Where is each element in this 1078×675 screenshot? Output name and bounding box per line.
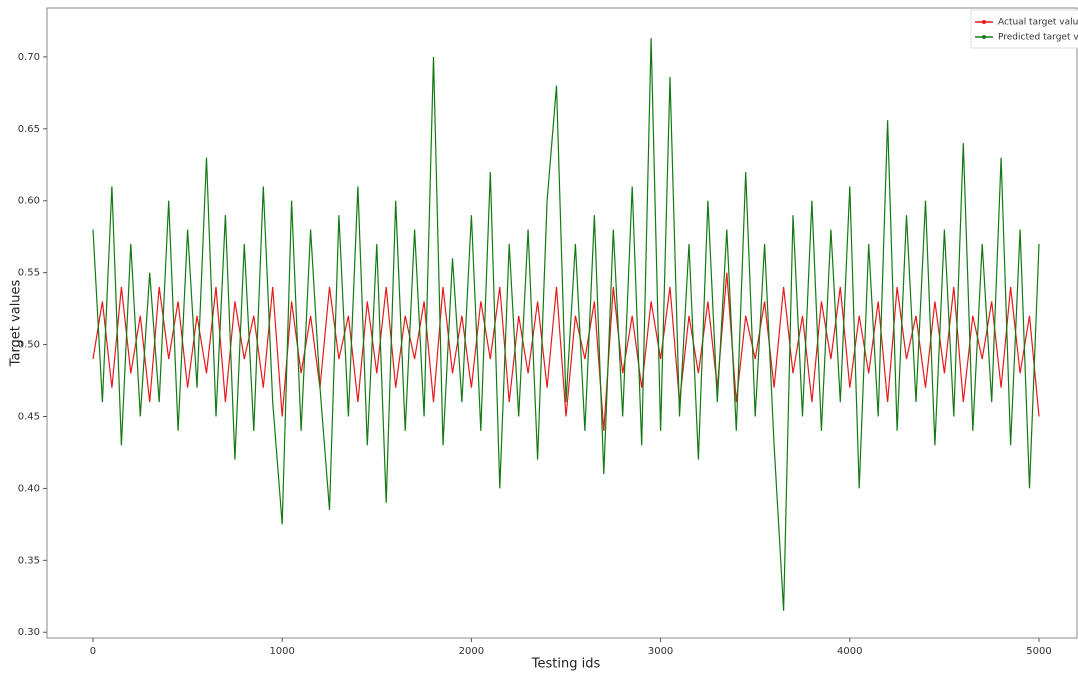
x-tick-label: 4000: [837, 646, 862, 657]
y-tick-label: 0.30: [18, 627, 40, 638]
y-tick-label: 0.50: [18, 340, 40, 351]
y-tick-label: 0.35: [18, 555, 40, 566]
x-tick-label: 0: [90, 646, 96, 657]
x-tick-label: 3000: [648, 646, 673, 657]
y-tick-label: 0.40: [18, 483, 40, 494]
x-tick-label: 2000: [459, 646, 484, 657]
y-tick-label: 0.70: [18, 52, 40, 63]
y-tick-label: 0.60: [18, 196, 40, 207]
legend-box: [970, 9, 1078, 49]
legend-marker: [982, 20, 986, 24]
legend-label: Actual target value: [998, 18, 1078, 28]
y-tick-label: 0.65: [18, 124, 40, 135]
x-tick-label: 5000: [1026, 646, 1051, 657]
x-tick-label: 1000: [269, 646, 294, 657]
legend-label: Predicted target value: [998, 33, 1078, 43]
x-axis-label: Testing ids: [531, 657, 601, 672]
legend-marker: [982, 35, 986, 39]
y-tick-label: 0.45: [18, 411, 40, 422]
y-axis-label: Target values: [9, 279, 24, 367]
plot-frame: [46, 7, 1078, 639]
y-tick-label: 0.55: [18, 268, 40, 279]
series-line: [92, 38, 1040, 611]
